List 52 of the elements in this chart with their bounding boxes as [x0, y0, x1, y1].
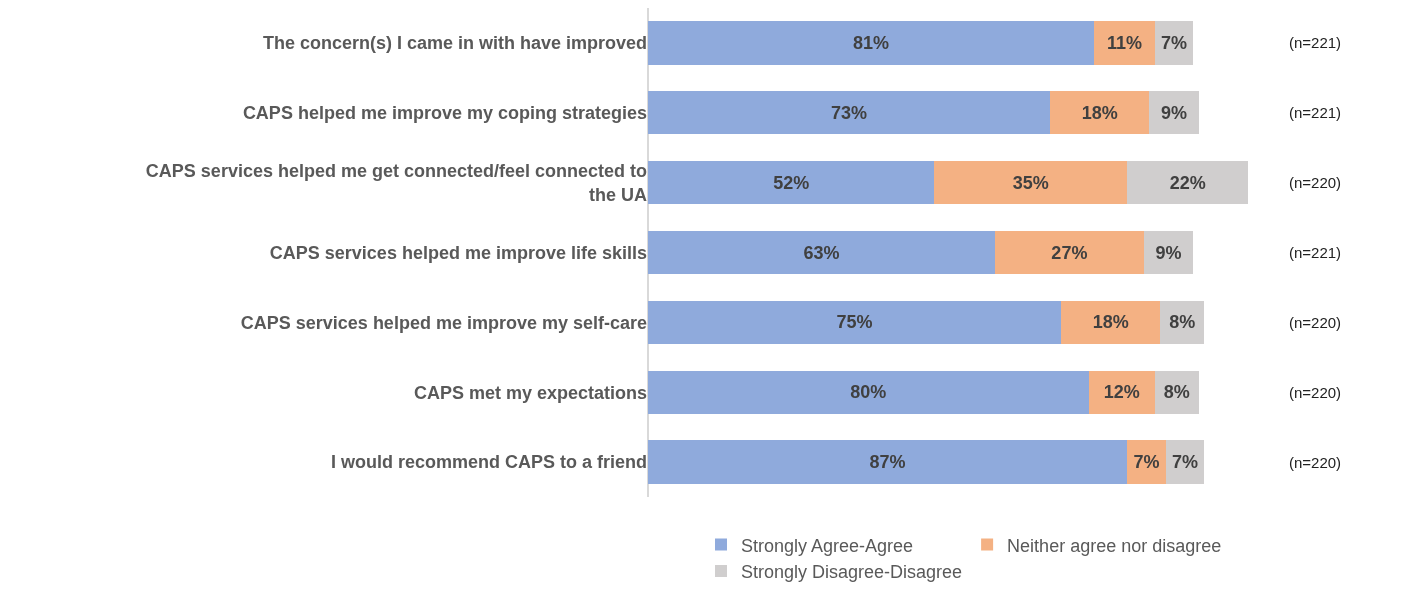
y-tick-label: CAPS services helped me improve my self-care — [240, 312, 647, 333]
text: (n=221) — [1289, 104, 1342, 121]
data-label: 7% — [1161, 32, 1188, 53]
text: (n=220) — [1289, 384, 1342, 401]
bar — [648, 230, 996, 275]
data-label: 87% — [869, 452, 906, 473]
data-label: 8% — [1163, 382, 1190, 403]
data-label: 11% — [1106, 32, 1142, 53]
data-label: 75% — [836, 312, 873, 333]
y-tick-label: CAPS met my expectations — [413, 382, 647, 403]
bar — [648, 440, 1128, 484]
data-label: 8% — [1169, 312, 1196, 333]
data-label: 52% — [773, 172, 810, 193]
data-label: 81% — [853, 32, 890, 53]
bar — [934, 160, 1128, 205]
bar — [1127, 440, 1166, 484]
bar — [648, 91, 1051, 135]
y-tick-label: CAPS services helped me get connected/feel connected to the UA — [145, 161, 647, 205]
data-label: 18% — [1092, 312, 1129, 333]
legend-label: Strongly Agree-Agree — [741, 535, 914, 556]
text: (n=220) — [1289, 174, 1342, 191]
data-label: 7% — [1172, 452, 1199, 473]
bar — [648, 300, 1062, 345]
data-label: 63% — [803, 242, 840, 263]
text: (n=221) — [1289, 244, 1342, 261]
bar — [648, 370, 1089, 414]
data-label: 35% — [1012, 172, 1049, 193]
data-label: 9% — [1155, 242, 1182, 263]
bar — [1127, 160, 1249, 205]
bar — [648, 160, 935, 205]
y-tick-label: CAPS helped me improve my coping strategies — [242, 103, 647, 124]
text: (n=221) — [1289, 34, 1342, 51]
bar — [648, 21, 1095, 65]
legend-label: Strongly Disagree-Disagree — [741, 561, 963, 582]
text: (n=220) — [1289, 314, 1342, 331]
data-label: 9% — [1161, 102, 1188, 123]
data-label: 7% — [1133, 452, 1160, 473]
bar — [1094, 21, 1155, 65]
data-label: 73% — [831, 102, 868, 123]
data-label: 80% — [850, 382, 887, 403]
data-label: 22% — [1169, 172, 1206, 193]
y-tick-label: The concern(s) I came in with have improved — [262, 33, 647, 54]
y-tick-label: CAPS services helped me improve life skills — [269, 242, 647, 263]
bar — [995, 230, 1144, 275]
data-label: 18% — [1081, 102, 1118, 123]
data-label: 27% — [1051, 242, 1088, 263]
data-label: 12% — [1103, 382, 1140, 403]
text: (n=220) — [1289, 454, 1342, 471]
y-tick-label: I would recommend CAPS to a friend — [330, 452, 647, 473]
bar — [1061, 300, 1161, 345]
bar — [1050, 91, 1150, 135]
legend-label: Neither agree nor disagree — [1007, 535, 1222, 556]
